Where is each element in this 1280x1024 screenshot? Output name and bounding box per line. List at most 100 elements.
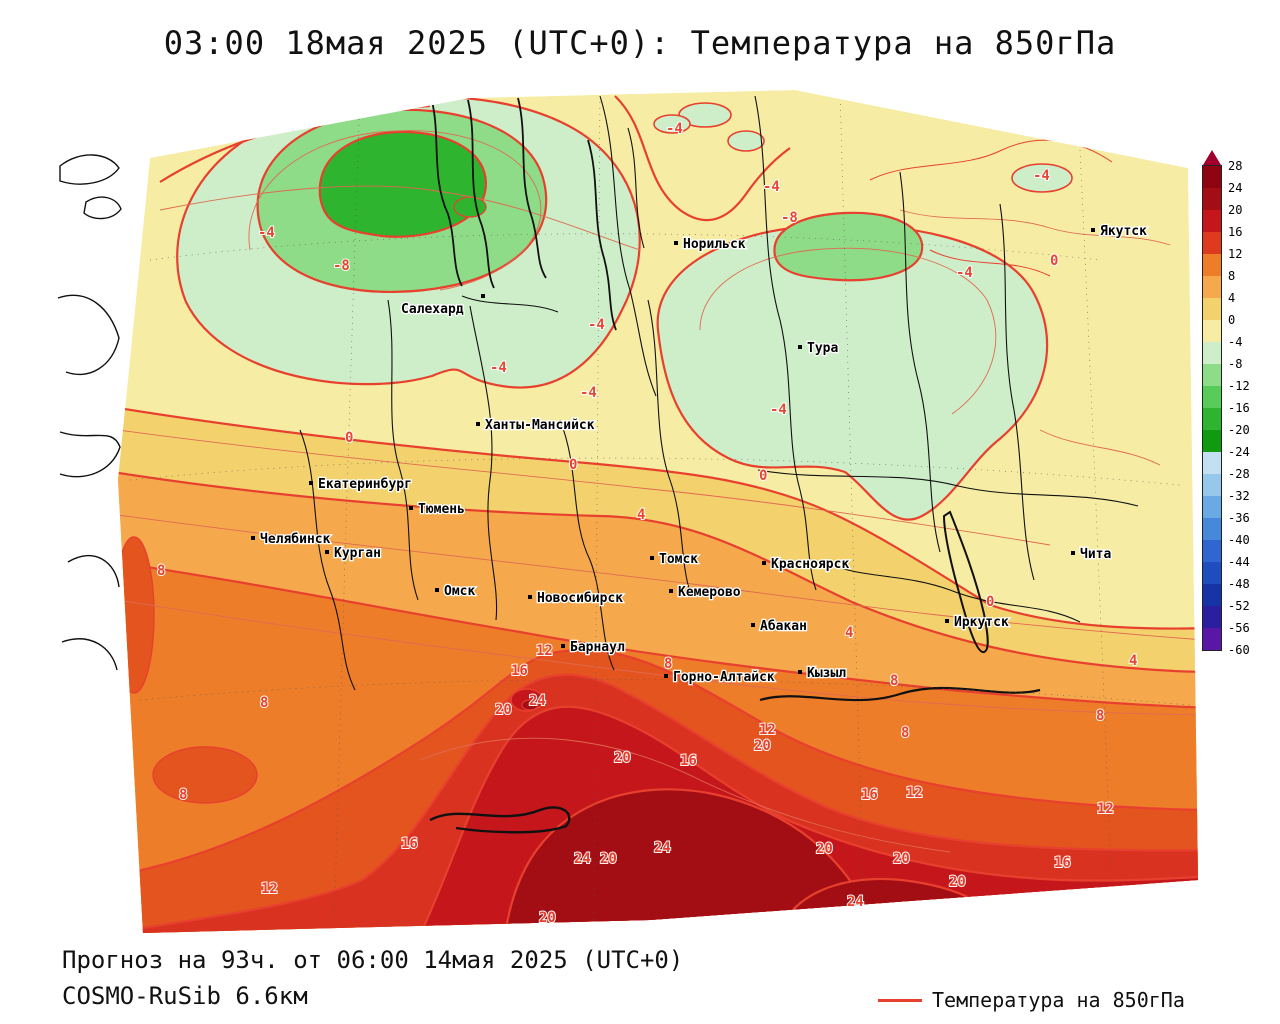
colorbar-tick-label: -4: [1228, 335, 1243, 349]
contour-value-label: -8: [333, 258, 350, 274]
colorbar-segment: [1203, 474, 1221, 496]
contour-value-label: 4: [845, 625, 853, 641]
city-dot: [762, 561, 766, 565]
city-dot: [674, 241, 678, 245]
contour-value-label: -4: [1033, 168, 1050, 184]
warm-patch-left-low: [152, 746, 258, 804]
city-dot: [798, 670, 802, 674]
city-dot: [1071, 551, 1075, 555]
colorbar-segment: [1203, 364, 1221, 386]
city-dot: [435, 588, 439, 592]
city-dot: [309, 481, 313, 485]
colorbar-segment: [1203, 628, 1221, 650]
colorbar-segment: [1203, 496, 1221, 518]
contour-value-label: 20: [754, 738, 771, 754]
colorbar: 28 24 20 16 12 8 4 0 -4 -8 -12 -16 -20 -24 -28 -32 -36 -4…: [1202, 150, 1272, 657]
colorbar-tick-label: 8: [1228, 269, 1236, 283]
city-label: Салехард: [401, 302, 464, 317]
colorbar-tick-label: -52: [1228, 599, 1250, 613]
contour-value-label: 8: [179, 787, 187, 803]
colorbar-tick-label: 12: [1228, 247, 1243, 261]
colorbar-segment: [1203, 430, 1221, 452]
contour-value-label: -4: [956, 265, 973, 281]
colorbar-tick-label: -12: [1228, 379, 1250, 393]
city-label: Новосибирск: [537, 591, 623, 606]
colorbar-segment: [1203, 518, 1221, 540]
contour-value-label: 20: [949, 874, 966, 890]
colorbar-tick-label: 28: [1228, 159, 1243, 173]
page-title: 03:00 18мая 2025 (UTC+0): Температура на…: [163, 24, 1117, 62]
city-label: Кемерово: [678, 585, 741, 600]
colorbar-segment: [1203, 342, 1221, 364]
contour-value-label: 4: [1129, 653, 1137, 669]
contour-value-label: 16: [1054, 855, 1071, 871]
colorbar-segment: [1203, 210, 1221, 232]
city-dot: [945, 619, 949, 623]
contour-value-label: -4: [258, 225, 275, 241]
city-label: Абакан: [760, 619, 807, 634]
colorbar-segment: [1203, 254, 1221, 276]
city-label: Курган: [334, 546, 381, 561]
legend-label: Температура на 850гПа: [932, 988, 1185, 1012]
colorbar-tick-label: 4: [1228, 291, 1236, 305]
city-dot: [325, 550, 329, 554]
city-label: Челябинск: [260, 532, 331, 547]
contour-value-label: 20: [600, 851, 617, 867]
contour-value-label: 20: [893, 851, 910, 867]
colorbar-labels: 28 24 20 16 12 8 4 0 -4 -8 -12 -16 -20 -24 -28 -32 -36 -4…: [1228, 159, 1268, 666]
city-dot: [481, 294, 485, 298]
colorbar-triangle: [1203, 150, 1221, 165]
contour-value-label: 0: [1050, 253, 1058, 269]
colorbar-tick-label: 16: [1228, 225, 1243, 239]
contour-value-label: 8: [901, 725, 909, 741]
city-label: Барнаул: [570, 640, 625, 655]
city-label: Иркутск: [954, 615, 1009, 630]
contour-value-label: 12: [261, 881, 278, 897]
colorbar-tick-label: -56: [1228, 621, 1250, 635]
city-layer: Норильск Якутск Салехард Тура Ханты-Мансийск…: [251, 223, 1148, 686]
city-dot: [669, 589, 673, 593]
city-dot: [751, 623, 755, 627]
city-label: Кызыл: [807, 666, 846, 681]
city-dot: [798, 345, 802, 349]
city-dot: [650, 556, 654, 560]
contour-value-label: 24: [847, 894, 864, 910]
contour-value-label: 12: [1097, 801, 1114, 817]
contour-value-label: 12: [536, 643, 553, 659]
colorbar-segment: [1203, 584, 1221, 606]
cold-region-central-inner: [773, 211, 924, 282]
contour-value-label: 24: [529, 693, 546, 709]
city-label: Красноярск: [771, 557, 849, 572]
contour-value-label: -4: [763, 179, 780, 195]
colorbar-segment: [1203, 232, 1221, 254]
colorbar-tick-label: -60: [1228, 643, 1250, 657]
colorbar-tick-label: -28: [1228, 467, 1250, 481]
contour-value-label: 0: [569, 457, 577, 473]
contour-value-label: -4: [666, 121, 683, 137]
contour-value-label: 20: [816, 841, 833, 857]
city-label: Чита: [1080, 547, 1111, 562]
contour-value-label: 0: [986, 594, 994, 610]
colorbar-tick-label: -48: [1228, 577, 1250, 591]
colorbar-segment: [1203, 320, 1221, 342]
contour-value-label: -4: [580, 385, 597, 401]
colorbar-tick-label: -24: [1228, 445, 1250, 459]
city-label: Якутск: [1100, 224, 1147, 239]
colorbar-tick-label: -40: [1228, 533, 1250, 547]
contour-value-label: 16: [861, 787, 878, 803]
contour-value-label: 16: [680, 753, 697, 769]
colorbar-tick-label: -36: [1228, 511, 1250, 525]
city-dot: [1091, 228, 1095, 232]
colorbar-segment: [1203, 540, 1221, 562]
graticule: [129, 90, 1191, 931]
legend-line-icon: [878, 998, 922, 1002]
contour-value-label: 20: [614, 750, 631, 766]
city-label: Тура: [807, 341, 838, 356]
colorbar-tick-label: 0: [1228, 313, 1236, 327]
colorbar-tick-label: -44: [1228, 555, 1250, 569]
contour-value-label: 8: [260, 695, 268, 711]
city-dot: [409, 506, 413, 510]
contour-value-label: 20: [539, 910, 556, 926]
